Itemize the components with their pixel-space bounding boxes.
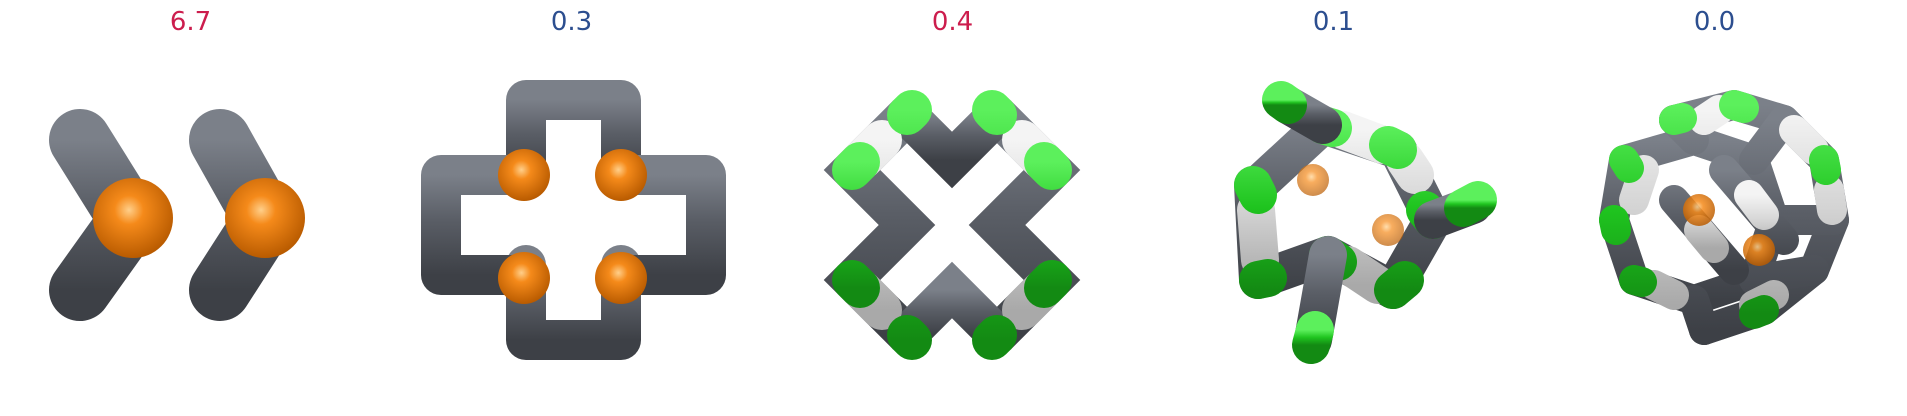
- panel-value-4: 0.1: [1312, 7, 1355, 37]
- cage-tilted-view-icon: [1599, 90, 1849, 345]
- panel-value-3: 0.4: [931, 7, 974, 37]
- panel-value-2: 0.3: [550, 7, 593, 37]
- panel-5: 0.0: [1524, 0, 1905, 416]
- panel-value-1: 6.7: [169, 7, 212, 37]
- panel-4: 0.1: [1143, 0, 1524, 416]
- panel-1: 6.7: [0, 0, 381, 416]
- panel-3: 0.4: [762, 0, 1143, 416]
- ring-open-view-icon: [1234, 81, 1497, 364]
- panel-2: 0.3: [381, 0, 762, 416]
- cage-side-view-icon: [41, 101, 374, 321]
- cage-top-view-icon: [421, 80, 726, 360]
- panel-value-5: 0.0: [1693, 7, 1736, 37]
- cage-cross-view-icon: [823, 90, 1081, 360]
